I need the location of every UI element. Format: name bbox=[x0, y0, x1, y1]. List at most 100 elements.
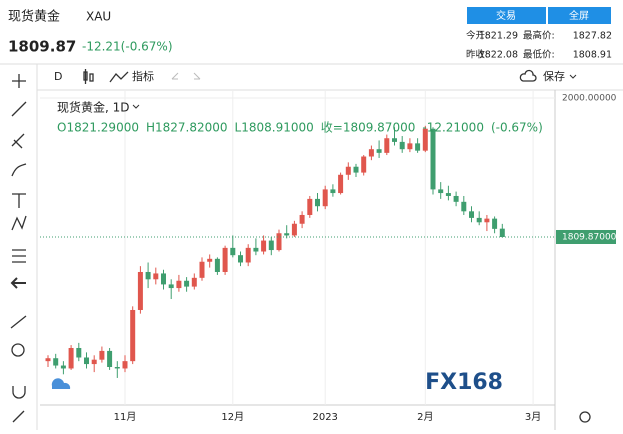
candle-body bbox=[238, 255, 243, 263]
candle-body bbox=[338, 174, 344, 194]
candle-body bbox=[107, 350, 113, 367]
candle-body bbox=[207, 258, 213, 262]
candle-body bbox=[84, 357, 89, 365]
candle-body bbox=[315, 198, 320, 207]
x-tick-label: 2月 bbox=[417, 411, 433, 423]
ohlc-value: H1827.82000 bbox=[146, 121, 228, 135]
candle-body bbox=[322, 189, 328, 207]
candle-body bbox=[45, 358, 51, 362]
candle-body bbox=[91, 359, 97, 365]
price: 1809.87 bbox=[8, 38, 76, 56]
candle-body bbox=[122, 361, 128, 369]
candle-body bbox=[307, 198, 313, 215]
x-tick-label: 3月 bbox=[525, 411, 541, 423]
candle-body bbox=[76, 347, 82, 358]
candle-body bbox=[161, 273, 166, 285]
candle-body bbox=[68, 347, 74, 369]
ohlc-value: O1821.29000 bbox=[57, 121, 139, 135]
candle-body bbox=[245, 247, 251, 263]
indicators[interactable]: 指标 bbox=[132, 69, 154, 83]
last-price-box bbox=[556, 229, 616, 244]
cloud[interactable] bbox=[519, 69, 537, 82]
candle-body bbox=[137, 271, 143, 310]
stat-label: 最高价: bbox=[523, 30, 555, 42]
redo[interactable] bbox=[193, 72, 201, 80]
stat-value: 1827.82 bbox=[573, 31, 612, 42]
chevron[interactable] bbox=[569, 74, 577, 79]
last-price-label: 1809.87000 bbox=[562, 232, 617, 242]
candle-body bbox=[214, 258, 220, 272]
settings[interactable] bbox=[579, 411, 591, 423]
stat-value: 1808.91 bbox=[573, 50, 612, 61]
stat-value: 1821.29 bbox=[479, 31, 518, 42]
candle-body bbox=[114, 366, 120, 369]
candle-body bbox=[453, 195, 459, 202]
candle-body bbox=[145, 271, 151, 280]
candle-body bbox=[399, 141, 405, 150]
candle-body bbox=[476, 217, 482, 223]
candle-icon[interactable] bbox=[83, 69, 94, 84]
candle-body bbox=[353, 166, 359, 173]
candle-body bbox=[415, 143, 421, 151]
candle-body bbox=[276, 233, 282, 251]
stat-label: 最低价: bbox=[523, 49, 555, 61]
undo[interactable] bbox=[171, 72, 179, 80]
fullscreen-button[interactable] bbox=[548, 7, 611, 24]
candle-body bbox=[422, 128, 428, 151]
symbol: XAU bbox=[86, 10, 111, 24]
candle-body bbox=[184, 280, 190, 287]
trade-label[interactable]: 交易 bbox=[496, 9, 516, 22]
candle-body bbox=[430, 128, 436, 190]
ohlc-value: 收=1809.87000 bbox=[321, 121, 416, 135]
candle-body bbox=[130, 309, 136, 362]
save[interactable]: 保存 bbox=[543, 69, 565, 83]
left-toolbar[interactable] bbox=[10, 74, 27, 423]
candle-body bbox=[268, 240, 274, 251]
candle-body bbox=[253, 247, 259, 252]
indicator-icon[interactable] bbox=[109, 71, 129, 83]
candle-body bbox=[153, 273, 159, 280]
candle-body bbox=[407, 143, 413, 150]
app-icon bbox=[51, 378, 71, 389]
candle-body bbox=[191, 277, 197, 287]
candle-body bbox=[53, 358, 59, 366]
stat-label: 今开: bbox=[466, 30, 488, 42]
legend-title: 现货黄金, 1D bbox=[57, 100, 130, 115]
candle-body bbox=[345, 166, 351, 175]
chevron bbox=[132, 104, 140, 109]
candle-body bbox=[469, 211, 474, 218]
candle-body bbox=[176, 280, 182, 289]
change: -12.21(-0.67%) bbox=[82, 40, 173, 54]
candle-body bbox=[299, 214, 305, 224]
logo: FX168 bbox=[425, 370, 503, 395]
candle-body bbox=[445, 193, 451, 196]
candle-body bbox=[461, 201, 467, 212]
candle-body bbox=[199, 261, 205, 278]
y-tick-label: 2000.00000 bbox=[562, 94, 617, 104]
x-tick-label: 11月 bbox=[114, 411, 137, 423]
fullscreen-label[interactable]: 全屏 bbox=[569, 9, 589, 22]
candle-body bbox=[291, 223, 297, 236]
candle-body bbox=[368, 149, 374, 157]
candle-body bbox=[376, 149, 382, 153]
candle-body bbox=[361, 156, 367, 173]
candle-body bbox=[499, 228, 505, 237]
trade-button[interactable] bbox=[467, 7, 546, 24]
stat-label: 昨收: bbox=[466, 49, 488, 61]
ohlc-value: -12.21000 bbox=[422, 121, 484, 135]
instrument-name: 现货黄金 bbox=[8, 9, 60, 25]
candle-body bbox=[168, 284, 174, 289]
ohlc-value: (-0.67%) bbox=[491, 121, 543, 135]
interval[interactable]: D bbox=[54, 70, 62, 83]
x-tick-label: 12月 bbox=[221, 411, 244, 423]
candle-body bbox=[222, 247, 228, 272]
candle-body bbox=[384, 138, 390, 153]
candle-body bbox=[261, 240, 267, 252]
candle-body bbox=[438, 189, 444, 194]
candle-body bbox=[284, 233, 290, 236]
candle-body bbox=[392, 138, 397, 142]
candle-body bbox=[230, 247, 236, 256]
x-tick-label: 2023 bbox=[312, 412, 337, 423]
ohlc-value: L1808.91000 bbox=[235, 121, 314, 135]
